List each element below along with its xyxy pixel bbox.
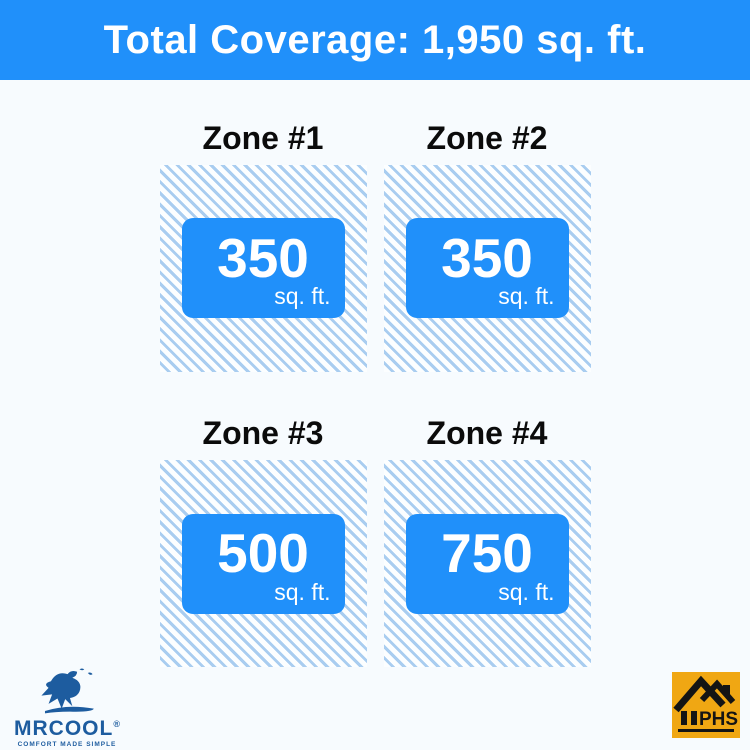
zone-2-card: 350 sq. ft.: [405, 218, 569, 319]
zone-1-card: 350 sq. ft.: [181, 218, 345, 319]
phs-logo: PHS: [672, 672, 740, 738]
mrcool-wordmark: MRCOOL®: [6, 718, 128, 739]
zone-1-unit: sq. ft.: [274, 283, 331, 310]
total-coverage-banner: Total Coverage: 1,950 sq. ft.: [0, 0, 750, 80]
zones-grid: Zone #1 350 sq. ft. Zone #2 350 sq. ft. …: [159, 92, 591, 668]
total-coverage-title: Total Coverage: 1,950 sq. ft.: [103, 17, 647, 62]
zone-1-value: 350: [217, 226, 309, 289]
zone-2-value: 350: [441, 226, 533, 289]
zone-4-unit: sq. ft.: [498, 578, 555, 605]
zone-4-title: Zone #4: [426, 415, 548, 452]
mrcool-tagline: COMFORT MADE SIMPLE: [17, 741, 117, 748]
zone-4-coverage-area: 750 sq. ft.: [383, 460, 591, 668]
registered-trademark-symbol: ®: [113, 719, 120, 729]
zone-1-coverage-area: 350 sq. ft.: [159, 164, 367, 372]
zone-2: Zone #2 350 sq. ft.: [383, 92, 591, 372]
zone-4-value: 750: [441, 522, 533, 585]
zone-2-unit: sq. ft.: [498, 283, 555, 310]
zone-3: Zone #3 500 sq. ft.: [159, 388, 367, 668]
mrcool-wordmark-text: MRCOOL: [14, 717, 114, 740]
zone-1: Zone #1 350 sq. ft.: [159, 92, 367, 372]
zone-2-coverage-area: 350 sq. ft.: [383, 164, 591, 372]
house-roofs-icon: PHS: [673, 675, 738, 732]
zone-2-title: Zone #2: [426, 119, 548, 156]
zone-3-value: 500: [217, 522, 309, 585]
phs-label: PHS: [699, 709, 738, 730]
zone-4-card: 750 sq. ft.: [405, 513, 569, 614]
zone-1-title: Zone #1: [202, 119, 324, 156]
polar-bear-icon: [41, 668, 94, 714]
zone-3-card: 500 sq. ft.: [181, 513, 345, 614]
zone-3-coverage-area: 500 sq. ft.: [159, 460, 367, 668]
zone-4: Zone #4 750 sq. ft.: [383, 388, 591, 668]
zone-3-unit: sq. ft.: [274, 578, 331, 605]
zone-3-title: Zone #3: [202, 415, 324, 452]
mrcool-logo: MRCOOL® COMFORT MADE SIMPLE: [6, 667, 128, 748]
